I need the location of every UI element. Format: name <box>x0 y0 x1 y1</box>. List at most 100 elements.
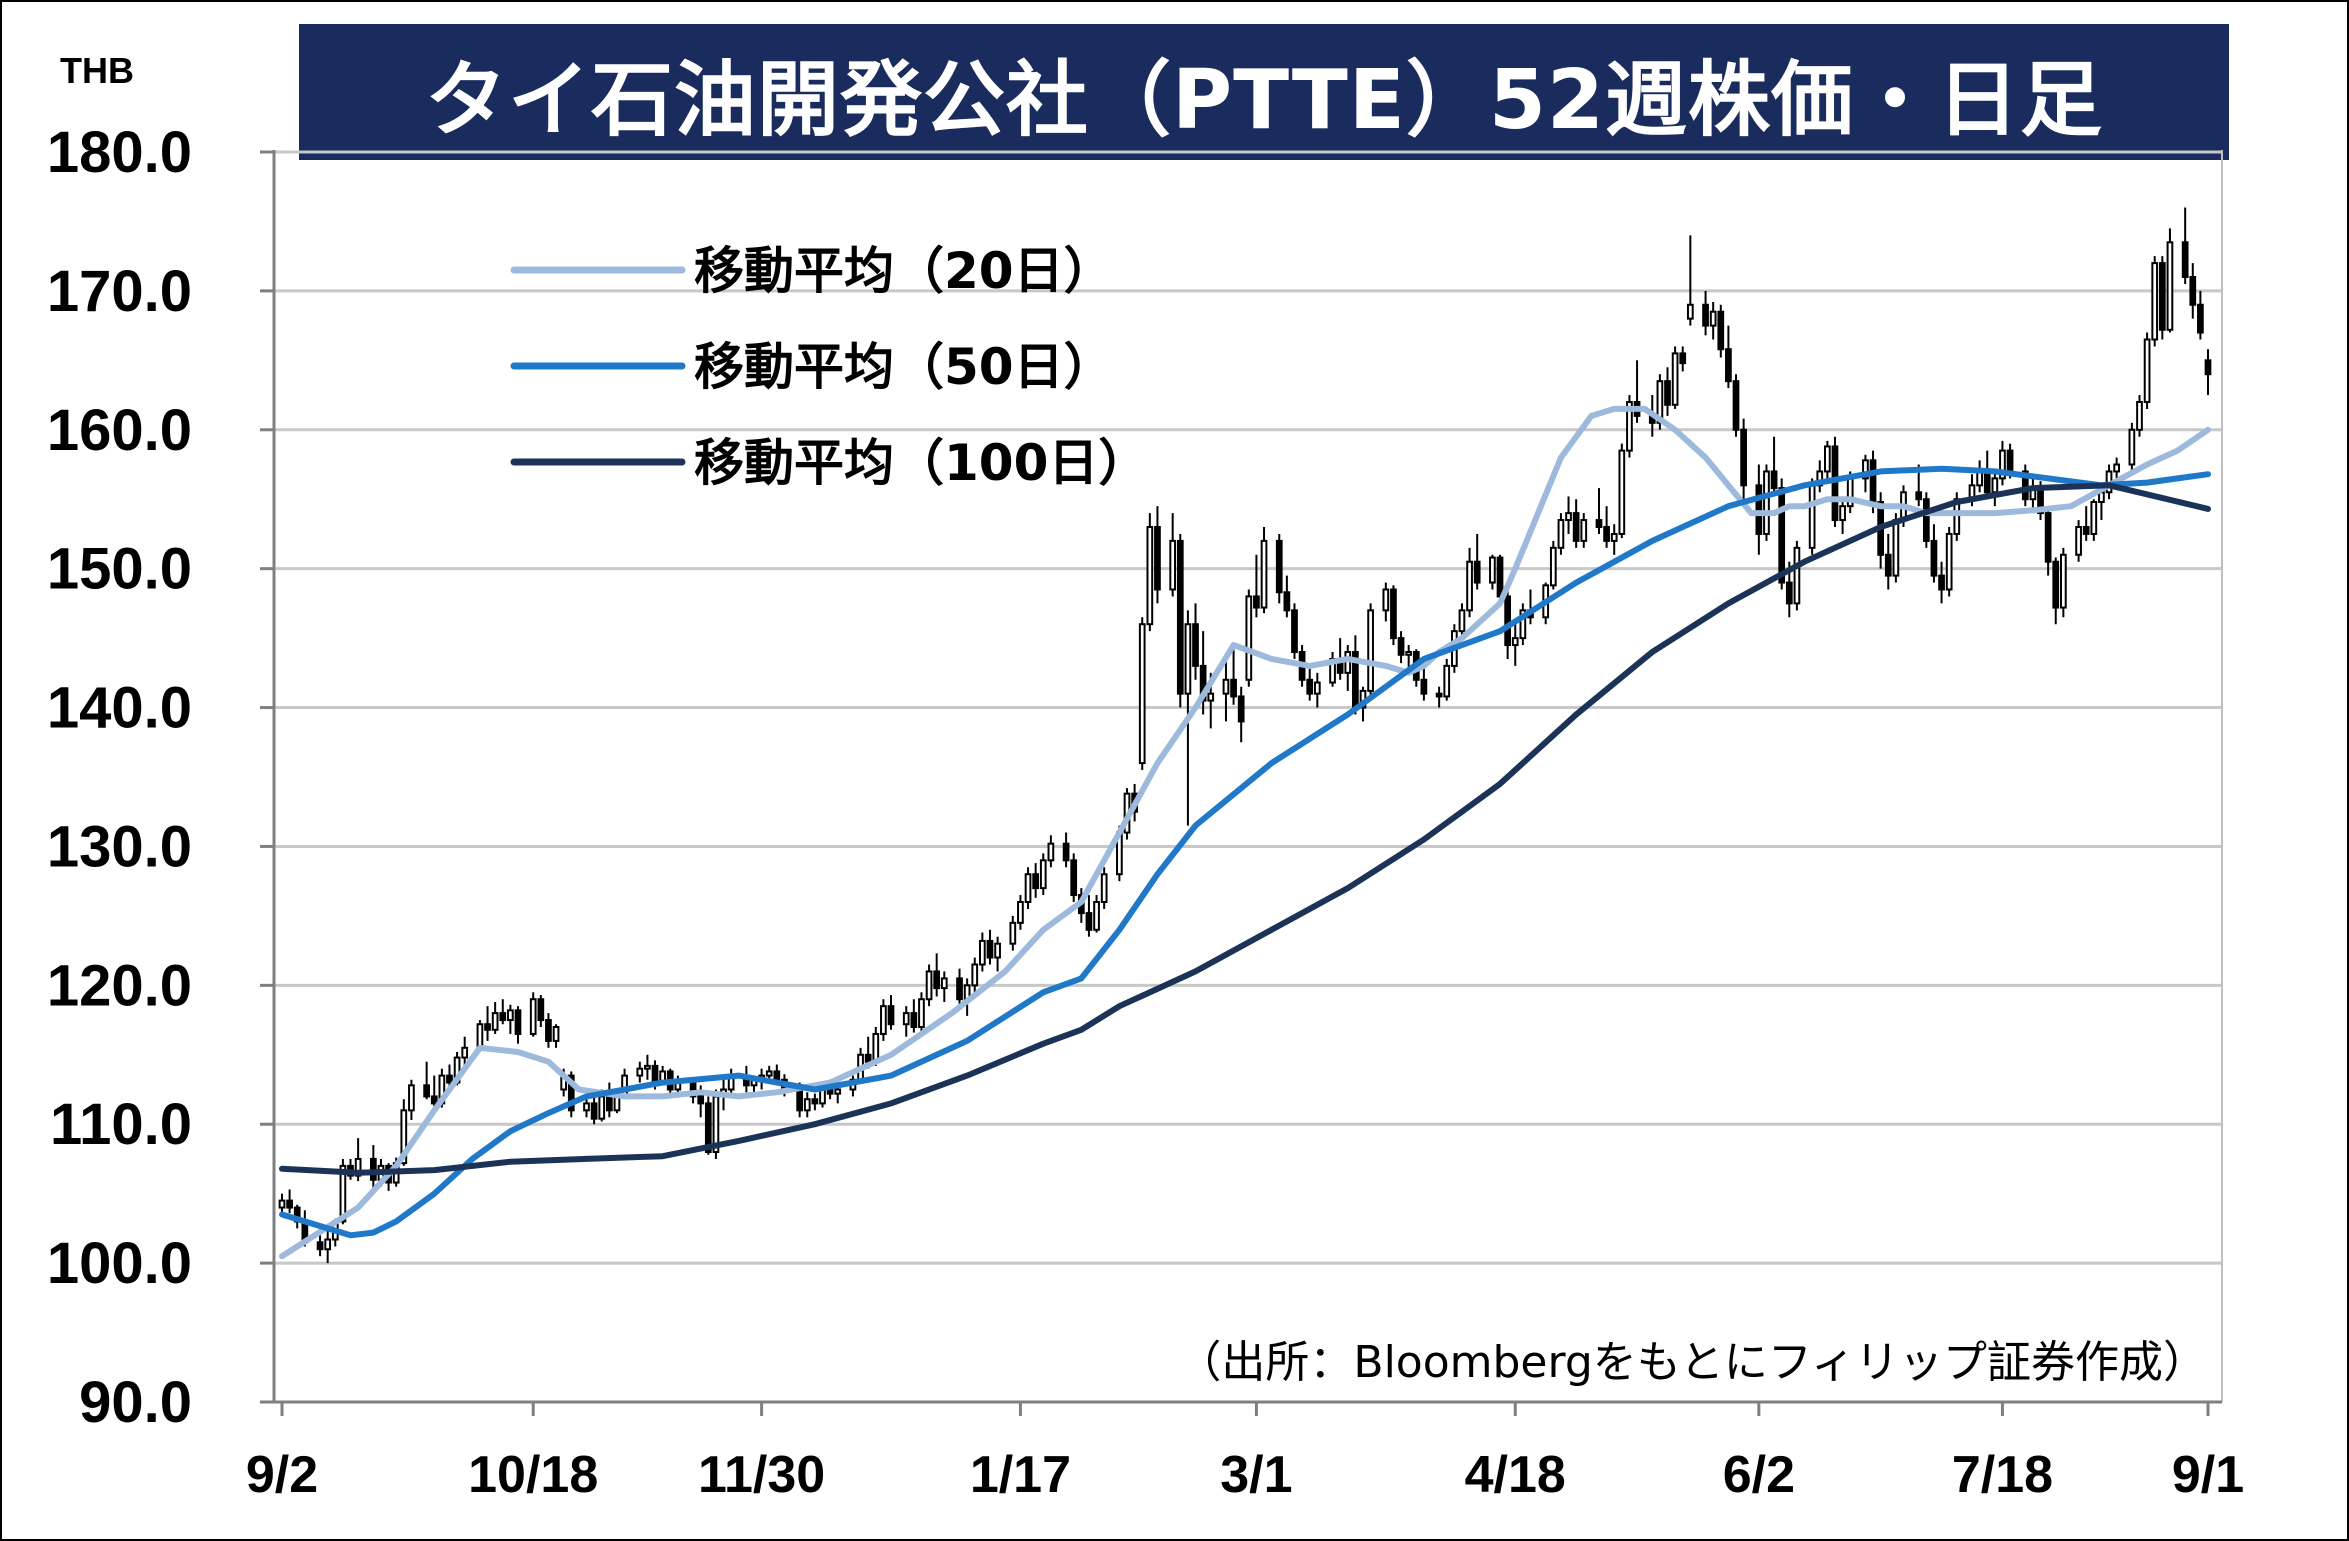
candle-body <box>2158 262 2166 331</box>
x-tick-label: 7/18 <box>1952 1446 2053 1504</box>
candle-body <box>1511 637 1519 647</box>
candle-body <box>864 1053 872 1063</box>
candle-body <box>819 1088 826 1105</box>
candlestick <box>1047 835 1055 868</box>
candlestick <box>1610 524 1618 555</box>
candlestick <box>1435 686 1443 708</box>
candlestick <box>1922 492 1930 548</box>
candlestick <box>1938 561 1945 604</box>
candle-body <box>1557 519 1565 549</box>
candle-body <box>567 1074 575 1112</box>
candlestick <box>1466 547 1473 618</box>
candle-body <box>1793 546 1801 605</box>
candle-body <box>1679 352 1687 365</box>
candlestick <box>1405 645 1413 669</box>
candlestick <box>1991 471 1999 507</box>
candle-body <box>918 998 925 1029</box>
candle-body <box>2006 449 2014 473</box>
candle-body <box>2128 428 2136 466</box>
candlestick <box>1930 524 1938 583</box>
candlestick <box>1565 496 1572 534</box>
y-unit-label: THB <box>60 50 134 91</box>
candle-body <box>461 1046 469 1059</box>
candle-body <box>1709 310 1717 327</box>
candle-body <box>887 1005 895 1026</box>
candle-body <box>1572 512 1580 542</box>
candle-body <box>430 1095 438 1105</box>
candle-body <box>537 998 545 1022</box>
candlestick <box>1709 302 1717 340</box>
candlestick <box>2189 263 2197 319</box>
candle-body <box>446 1074 453 1084</box>
candlestick <box>1580 513 1588 548</box>
candle-body <box>499 1012 507 1022</box>
candle-body <box>1618 449 1626 535</box>
candlestick <box>1549 540 1557 590</box>
candlestick <box>1519 603 1527 646</box>
candlestick <box>1473 533 1481 590</box>
candle-body <box>545 1019 552 1042</box>
candle-body <box>583 1102 590 1112</box>
candle-body <box>1763 470 1770 535</box>
candlestick <box>1618 443 1626 539</box>
candlestick <box>461 1036 469 1069</box>
candle-body <box>1808 484 1816 549</box>
candle-body <box>1785 581 1793 605</box>
candle-body <box>2075 526 2082 556</box>
candle-body <box>1047 842 1055 862</box>
candle-body <box>1983 470 1991 494</box>
candle-body <box>1892 519 1900 577</box>
candlestick <box>1313 672 1321 708</box>
candlestick <box>1671 346 1679 409</box>
candle-body <box>1382 588 1390 612</box>
candle-body <box>339 1164 347 1223</box>
candlestick <box>1945 527 1953 597</box>
candle-body <box>1032 873 1040 890</box>
candlestick <box>933 953 941 997</box>
candlestick <box>1138 617 1146 771</box>
candlestick <box>2113 457 2121 479</box>
x-tick-label: 9/1 <box>2172 1446 2244 1504</box>
candle-body <box>1313 681 1321 695</box>
candle-body <box>2181 241 2189 278</box>
candle-body <box>1504 595 1511 647</box>
candle-body <box>1024 873 1032 904</box>
legend-label: 移動平均（100日） <box>694 434 1148 492</box>
candlestick <box>1717 304 1725 358</box>
candlestick <box>2197 290 2204 340</box>
candlestick <box>286 1189 293 1214</box>
candle-body <box>1070 859 1078 897</box>
legend-label: 移動平均（20日） <box>694 242 1114 300</box>
candle-body <box>552 1026 560 1042</box>
candle-body <box>1999 449 2006 480</box>
candlestick <box>811 1093 819 1111</box>
candle-body <box>1260 539 1268 609</box>
candlestick <box>1352 635 1359 715</box>
candle-body <box>1062 842 1070 862</box>
candle-body <box>423 1084 431 1098</box>
y-tick-label: 90.0 <box>79 1370 192 1435</box>
candlestick <box>1024 867 1032 909</box>
candle-body <box>1595 519 1603 528</box>
candle-body <box>1253 595 1260 609</box>
candle-body <box>834 1088 842 1095</box>
candle-body <box>773 1070 781 1081</box>
candle-body <box>1093 901 1100 931</box>
candle-body <box>408 1084 415 1112</box>
candlestick <box>278 1193 286 1215</box>
axes <box>260 150 2223 1416</box>
candle-body <box>979 939 986 966</box>
moving-average-lines <box>279 405 2211 1260</box>
candle-body <box>1626 401 1633 452</box>
candlestick <box>1793 540 1801 611</box>
candlestick <box>910 999 918 1033</box>
candle-body <box>514 1009 522 1035</box>
ma100-line <box>279 482 2211 1176</box>
candlestick <box>1983 450 1991 500</box>
candlestick <box>423 1061 431 1100</box>
candlestick <box>1443 658 1451 701</box>
candlestick <box>902 1006 910 1037</box>
candlestick <box>1032 863 1040 898</box>
candle-body <box>636 1067 644 1077</box>
candlestick <box>803 1092 811 1118</box>
